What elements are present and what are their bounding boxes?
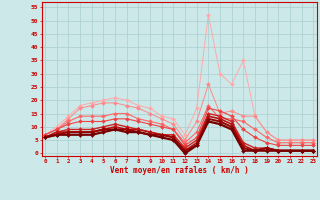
X-axis label: Vent moyen/en rafales ( km/h ): Vent moyen/en rafales ( km/h ) — [110, 166, 249, 175]
